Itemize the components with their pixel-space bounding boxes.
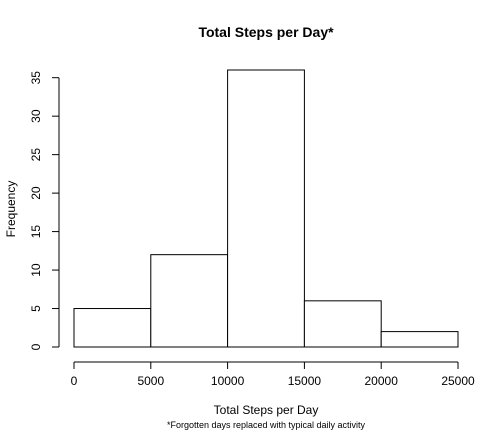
- y-tick-label-3: 15: [29, 225, 43, 239]
- y-tick-label-6: 30: [29, 109, 43, 123]
- x-tick-label-1: 5000: [137, 374, 164, 388]
- histogram-bar-3: [303, 300, 382, 348]
- y-tick-label-7: 35: [29, 71, 43, 85]
- y-tick-label-5: 25: [29, 148, 43, 162]
- y-axis: 0 5 10 15 20 25 30 35: [29, 71, 60, 350]
- x-tick-label-4: 20000: [365, 374, 399, 388]
- y-tick-label-4: 20: [29, 186, 43, 200]
- x-tick-label-5: 25000: [441, 374, 475, 388]
- histogram-bar-0: [73, 308, 152, 348]
- x-tick-label-3: 15000: [288, 374, 322, 388]
- bars-group: [73, 69, 459, 348]
- x-tick-label-0: 0: [71, 374, 78, 388]
- histogram-bar-4: [380, 331, 459, 348]
- y-tick-label-1: 5: [29, 305, 43, 312]
- x-axis: 0 5000 10000 15000 20000 25000: [71, 361, 475, 388]
- x-tick-label-2: 10000: [211, 374, 245, 388]
- y-tick-label-2: 10: [29, 263, 43, 277]
- x-axis-footnote: *Forgotten days replaced with typical da…: [167, 420, 366, 430]
- chart-title: Total Steps per Day*: [198, 24, 334, 40]
- histogram-bar-1: [150, 254, 229, 348]
- y-axis-label: Frequency: [4, 181, 18, 238]
- x-axis-label: Total Steps per Day: [214, 403, 319, 417]
- histogram-bar-2: [227, 69, 305, 348]
- y-tick-label-0: 0: [29, 343, 43, 350]
